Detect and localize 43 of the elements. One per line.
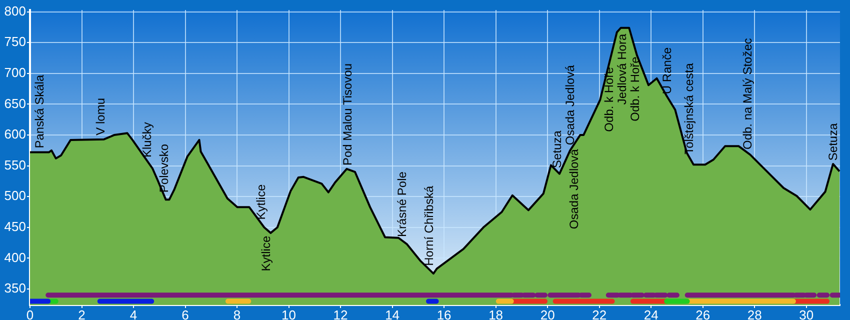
annotation: Osada Jedlová (567, 148, 582, 230)
annotation: Kytlice (254, 184, 268, 220)
x-tick-label: 18 (488, 307, 504, 320)
annotation: Osada Jedlová (563, 64, 578, 146)
y-tick-label: 650 (4, 96, 26, 111)
annotation: Odb. na Malý Stožec (740, 38, 754, 150)
annotation: Tolštejnská cesta (682, 62, 696, 154)
x-tick-label: 10 (282, 307, 296, 320)
x-tick-label: 20 (540, 307, 555, 320)
annotation: Odb. k Hoře (628, 56, 642, 122)
y-tick-label: 700 (4, 65, 26, 80)
x-tick-label: 22 (592, 307, 607, 320)
annotation: V lomu (93, 98, 108, 136)
annotation: Pod Malou Tisovou (340, 63, 355, 166)
x-tick-label: 4 (130, 307, 138, 320)
x-tick-label: 16 (436, 307, 452, 320)
x-tick-label: 0 (26, 307, 34, 320)
y-tick-label: 400 (4, 250, 26, 265)
x-tick-label: 8 (233, 307, 241, 320)
annotation: Setuza (550, 130, 564, 168)
x-tick-label: 30 (799, 307, 814, 320)
annotation: Panská Skála (32, 74, 47, 148)
x-tick-label: 26 (696, 307, 710, 320)
x-tick-label: 12 (333, 307, 348, 320)
x-tick-label: 28 (747, 307, 762, 320)
y-tick-label: 550 (4, 157, 26, 172)
y-tick-label: 500 (4, 188, 26, 204)
y-tick-label: 750 (4, 34, 26, 50)
y-tick-label: 600 (4, 126, 26, 142)
annotation: Krásné Pole (394, 171, 409, 237)
x-tick-label: 2 (78, 307, 86, 320)
x-tick-label: 24 (644, 307, 658, 320)
y-tick-label: 800 (4, 3, 26, 18)
annotation: Horní Chřibská (422, 186, 436, 266)
annotation: Klučky (140, 122, 154, 158)
x-tick-label: 14 (385, 307, 400, 320)
annotation: Setuza (826, 122, 840, 161)
annotation: Kytlice (259, 236, 274, 272)
annotation: Polevsko (156, 144, 171, 193)
x-tick-label: 6 (182, 307, 189, 320)
y-tick-label: 350 (4, 280, 26, 296)
annotation: Jedlová Hora (614, 34, 629, 105)
y-tick-label: 450 (4, 218, 26, 234)
